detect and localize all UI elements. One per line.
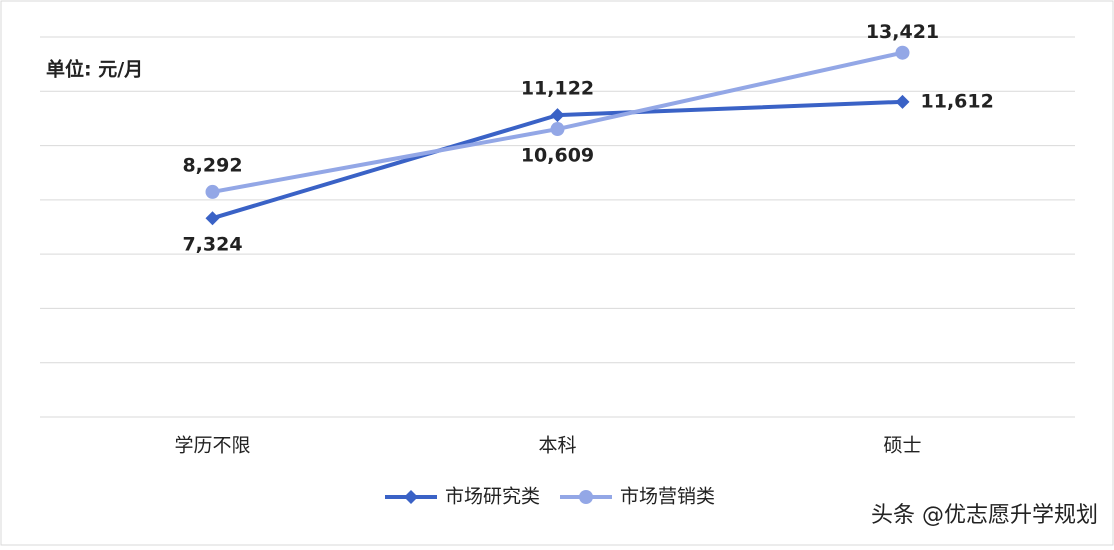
data-label: 11,122 [521,78,594,100]
data-point [205,184,220,199]
source-watermark: 头条 @优志愿升学规划 [871,503,1098,528]
data-point [895,94,910,109]
x-tick-label: 硕士 [883,435,921,457]
x-tick-label: 本科 [538,435,576,457]
data-point [550,108,565,123]
data-label: 11,612 [921,90,994,112]
legend-label: 市场营销类 [620,486,715,508]
data-label: 13,421 [866,21,939,43]
data-point [895,45,910,60]
unit-label: 单位: 元/月 [46,58,143,81]
data-point [205,211,220,226]
data-label: 10,609 [521,145,594,167]
legend-marker [579,490,593,504]
legend-marker [404,490,418,504]
legend-label: 市场研究类 [445,486,540,508]
data-label: 7,324 [182,234,242,256]
data-point [550,122,565,137]
x-tick-label: 学历不限 [174,435,250,457]
data-label: 8,292 [182,154,242,176]
